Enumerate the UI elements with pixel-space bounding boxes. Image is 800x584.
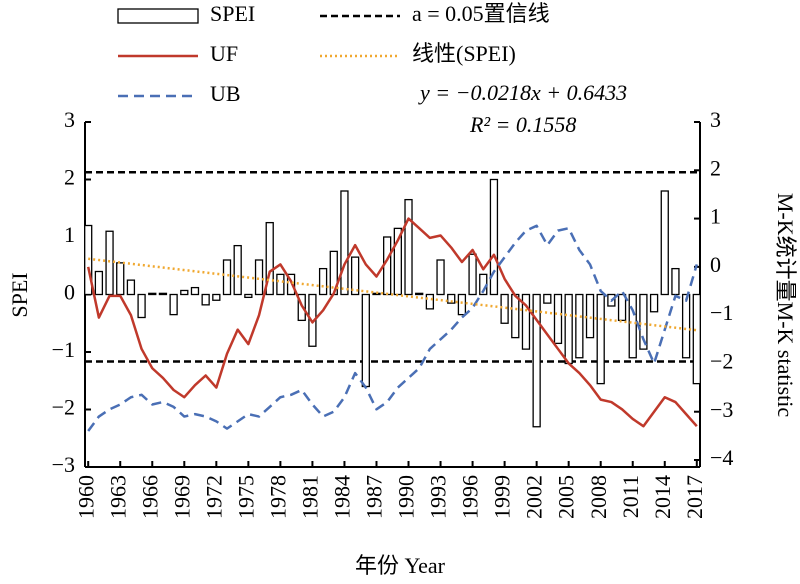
bar [564,293,573,365]
x-tick-label: 2002 [522,475,547,519]
x-axis-label: 年份 Year [355,553,446,578]
bar [350,256,360,296]
x-tick-label: 2014 [650,475,675,519]
bar [681,293,691,359]
series-line [86,217,698,428]
x-tick-label: 1963 [105,475,130,519]
x-tick-label: 1978 [265,475,290,519]
y-tick-label: 3 [64,107,75,132]
bar [265,221,274,296]
y2-tick-label: −4 [710,445,733,470]
x-tick-label: 1987 [362,475,387,519]
bar [521,293,531,350]
bar [500,293,509,324]
x-tick-label: 1969 [169,475,194,519]
bar [639,293,648,350]
y-tick-label: 0 [64,280,75,305]
bar [660,190,669,296]
y2-tick-label: −1 [710,300,733,325]
bar [222,259,232,296]
x-tick-label: 2005 [554,475,579,519]
bar [180,289,189,296]
bar [628,293,637,359]
bar [692,293,701,385]
y-axis-label: SPEI [7,272,32,317]
bar [212,293,221,301]
trend-line [88,257,697,332]
bar [244,293,253,299]
bar [543,293,552,304]
y2-tick-label: 0 [710,252,721,277]
y2-tick-label: −3 [710,397,733,422]
bar [671,267,680,296]
x-tick-label: 1999 [490,475,515,519]
bar [158,292,168,296]
bar [276,273,285,296]
bar [286,273,296,296]
y2-axis-label: M-K统计量M-K statistic [773,193,798,418]
bar [532,293,541,428]
y-tick-label: −3 [52,452,75,477]
y2-tick-label: 1 [710,204,721,229]
bar [105,230,114,296]
y-tick-label: 1 [64,222,75,247]
x-tick-label: 1993 [426,475,451,519]
bar [340,190,349,296]
legend-label: 线性(SPEI) [412,41,516,66]
bar [415,292,424,296]
y-tick-label: −2 [52,395,75,420]
bar [511,293,520,339]
bar [489,178,499,296]
bar [585,293,595,339]
r-squared: R² = 0.1558 [469,112,576,137]
bar [116,262,125,296]
bar [318,267,328,296]
x-tick-label: 2011 [618,475,643,518]
legend-label: UF [210,41,238,66]
x-tick-label: 1984 [330,475,355,519]
legend-label: SPEI [210,1,255,26]
y2-tick-label: −2 [710,348,733,373]
bar [169,293,178,316]
bar [457,293,467,316]
bar [361,293,370,388]
x-tick-label: 2008 [586,475,611,519]
x-tick-label: 1960 [73,475,98,519]
bar [126,279,136,296]
series-line [87,224,698,432]
x-tick-label: 2017 [682,475,707,519]
y2-tick-label: 2 [710,155,721,180]
bar [137,293,146,319]
x-tick-label: 1981 [297,475,322,519]
bar [201,293,210,306]
bar [649,293,659,313]
x-tick-label: 1966 [137,475,162,519]
bar [596,293,605,385]
bar [404,198,413,296]
bar [94,270,104,296]
x-tick-label: 1990 [394,475,419,519]
bar [468,253,477,296]
bar [254,259,264,296]
x-tick-label: 1975 [233,475,258,519]
legend-label: a = 0.05置信线 [412,1,550,26]
bar [447,293,456,304]
bar [553,293,563,345]
bar [233,244,242,296]
bar [148,292,157,296]
bar [190,286,200,296]
bar [436,259,445,296]
y-tick-label: 2 [64,165,75,190]
legend-swatch [117,8,199,24]
y-tick-label: −1 [52,337,75,362]
bar [575,293,584,359]
legend-label: UB [210,81,241,106]
x-tick-label: 1996 [458,475,483,519]
y2-tick-label: 3 [710,107,721,132]
x-tick-label: 1972 [201,475,226,519]
equation: y = −0.0218x + 0.6433 [418,80,627,105]
bar [617,293,627,322]
bar [425,293,435,310]
